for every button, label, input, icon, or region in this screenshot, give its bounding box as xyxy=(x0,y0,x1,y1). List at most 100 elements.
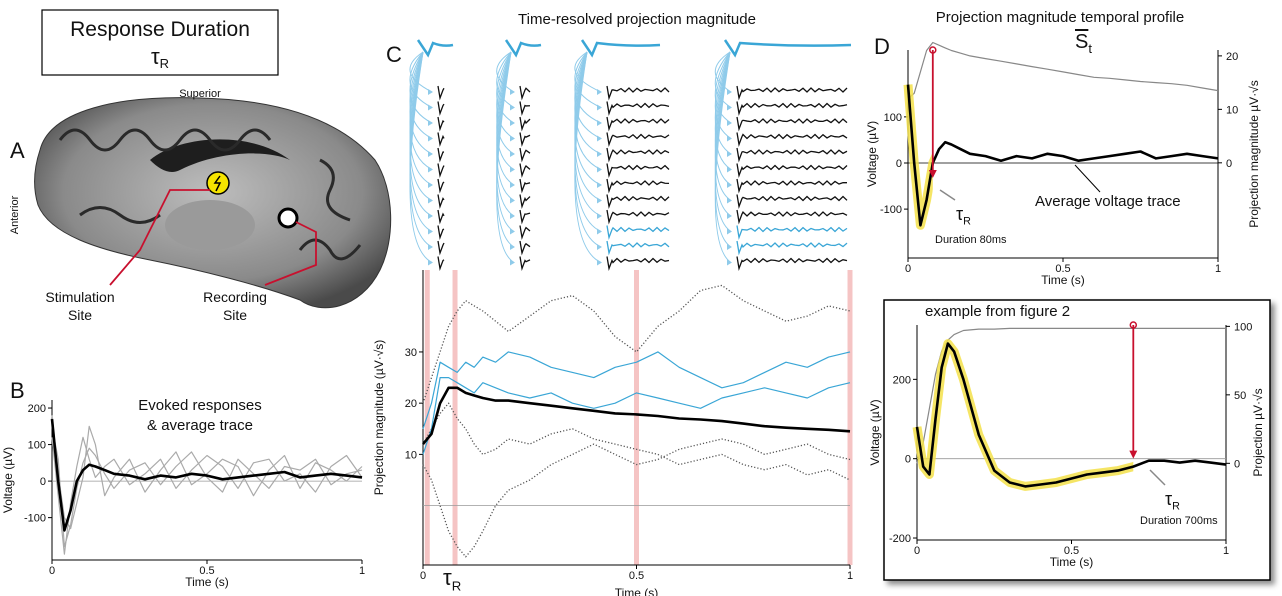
x-tick-label: 1 xyxy=(1215,263,1221,275)
duration-arrowhead xyxy=(1129,450,1138,459)
schematic-trace xyxy=(519,194,531,209)
schematic-arrow xyxy=(428,259,433,266)
tau-label: τR xyxy=(1165,489,1180,513)
x-tick-label: 0 xyxy=(420,570,426,582)
series-line xyxy=(51,426,363,548)
annotation-leader xyxy=(1074,164,1101,193)
series-line xyxy=(422,386,851,445)
schematic-arrow xyxy=(727,244,732,250)
recording-marker xyxy=(277,207,299,229)
x-axis-label: Time (s) xyxy=(615,586,659,596)
tau-label: τR xyxy=(956,204,971,228)
schematic-arrow xyxy=(510,89,515,95)
schematic-arc xyxy=(714,51,732,263)
schematic-trace xyxy=(519,116,531,132)
y-tick-label: 0 xyxy=(40,476,46,488)
tau-subscript: R xyxy=(963,216,971,228)
schematic-trace xyxy=(736,178,848,194)
schematic-trace xyxy=(736,101,848,116)
y2-axis-label: Projection µV·√s xyxy=(1251,388,1265,476)
schematic-arrow xyxy=(510,197,515,204)
schematic-head xyxy=(580,39,661,58)
schematic-trace xyxy=(519,132,531,147)
x-tick-label: 0.5 xyxy=(1055,263,1070,275)
schematic-trace xyxy=(519,256,531,271)
schematic-arrow xyxy=(428,182,433,188)
schematic-trace xyxy=(519,101,531,116)
schematic-arrow xyxy=(597,244,602,250)
y-tick-label: 30 xyxy=(405,347,417,359)
x-tick-label: 0.5 xyxy=(629,570,644,582)
schematic-arrow xyxy=(727,135,732,142)
schematic-trace xyxy=(606,147,670,163)
chart-title: & average trace xyxy=(147,417,253,434)
panel-label: B xyxy=(10,378,25,403)
series-symbol: S xyxy=(1075,31,1088,53)
schematic-arrow xyxy=(727,166,732,173)
schematic-head xyxy=(416,39,454,58)
schematic-trace xyxy=(606,225,670,240)
y2-tick-label: 50 xyxy=(1234,390,1246,402)
schematic-trace xyxy=(519,225,531,240)
schematic-trace xyxy=(736,163,848,178)
schematic-arrow xyxy=(727,259,732,266)
schematic-arrow xyxy=(727,228,732,235)
x-tick-label: 0 xyxy=(49,565,55,577)
schematic-trace xyxy=(736,132,848,147)
y-tick-label: -200 xyxy=(889,533,911,545)
schematic-trace xyxy=(519,178,531,194)
schematic-trace xyxy=(736,85,848,101)
snapshot-band xyxy=(634,270,639,565)
schematic-arrow xyxy=(428,104,433,111)
schematic-arc xyxy=(496,51,515,108)
schematic-arrow xyxy=(727,213,732,219)
chart-title: example from figure 2 xyxy=(925,303,1070,320)
annotation-leader xyxy=(1149,469,1166,486)
schematic-trace xyxy=(736,209,848,225)
recording-label: Recording xyxy=(203,289,267,305)
schematic-arrow xyxy=(510,182,515,188)
y-tick-label: 100 xyxy=(28,440,46,452)
x-tick-label: 1 xyxy=(847,570,853,582)
schematic-arrow xyxy=(727,182,732,188)
x-axis-label: Time (s) xyxy=(1041,273,1085,287)
schematic-trace xyxy=(437,240,445,256)
series-subscript: t xyxy=(1088,41,1092,56)
y-axis-label: Voltage (µV) xyxy=(1,447,15,513)
y-tick-label: -100 xyxy=(24,513,46,525)
annotation: Average voltage trace xyxy=(1035,193,1181,210)
title-box xyxy=(41,9,279,76)
series-line xyxy=(907,41,1219,100)
duration-arrowhead xyxy=(928,169,937,178)
schematic-arrow xyxy=(727,89,732,95)
duration-point xyxy=(929,46,937,54)
schematic-trace xyxy=(437,194,445,209)
snapshot-band xyxy=(452,270,458,565)
schematic-arc xyxy=(714,51,732,124)
schematic-arrow xyxy=(597,135,602,142)
schematic-trace xyxy=(736,116,848,132)
schematic-arrow xyxy=(597,213,602,219)
y2-axis-label: Projection magnitude µV·√s xyxy=(1247,80,1261,228)
schematic xyxy=(409,39,852,271)
series-line xyxy=(50,418,363,532)
schematic-trace xyxy=(736,256,848,271)
series-line xyxy=(422,438,851,558)
y-tick-label: 200 xyxy=(893,374,911,386)
tau: τ xyxy=(1165,489,1172,509)
schematic-arrow xyxy=(428,213,433,219)
schematic-arrow xyxy=(597,228,602,235)
schematic-trace xyxy=(437,209,445,225)
superior-label: Superior xyxy=(179,88,221,100)
schematic-trace xyxy=(606,256,670,271)
annotation-leader xyxy=(939,189,956,201)
schematic-arrow xyxy=(428,89,433,95)
schematic-trace xyxy=(606,101,670,116)
schematic-arrow xyxy=(597,182,602,188)
y-axis-label: Voltage (µV) xyxy=(865,121,879,187)
schematic-arrow xyxy=(510,213,515,219)
x-tick-label: 0.5 xyxy=(199,565,214,577)
chart-title: Projection magnitude temporal profile xyxy=(936,9,1184,26)
schematic-trace xyxy=(736,240,848,256)
